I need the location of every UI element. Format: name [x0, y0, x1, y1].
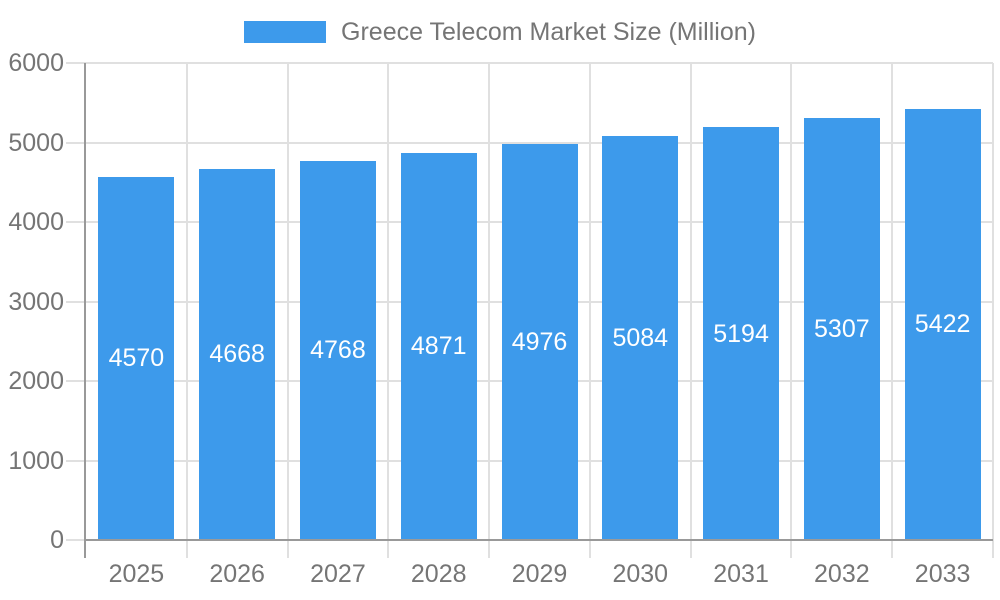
x-axis-label: 2025 [108, 560, 165, 588]
x-tick [689, 540, 692, 558]
x-tick [387, 540, 390, 558]
bar-2029[interactable] [501, 144, 578, 540]
bar-2033[interactable] [904, 108, 981, 540]
y-tick [66, 380, 86, 382]
x-axis-label: 2027 [310, 560, 366, 588]
x-gridline [992, 63, 994, 540]
y-tick [66, 459, 86, 462]
y-axis-label: 5000 [8, 128, 64, 157]
x-gridline [387, 63, 390, 540]
y-axis-label: 6000 [8, 49, 64, 77]
bar-2025[interactable] [98, 176, 175, 540]
y-axis-label: 0 [50, 526, 64, 554]
y-tick [66, 300, 86, 303]
y-axis-label: 2000 [8, 367, 64, 395]
x-gridline [488, 63, 491, 540]
y-axis-label: 3000 [8, 287, 64, 316]
y-tick [66, 539, 86, 541]
y-axis-label: 1000 [8, 446, 64, 475]
x-tick [790, 540, 793, 558]
x-axis-label: 2031 [713, 560, 769, 588]
x-gridline [891, 63, 894, 540]
x-gridline [588, 63, 591, 540]
bar-2028[interactable] [400, 152, 477, 540]
x-tick [488, 540, 491, 558]
chart-legend[interactable]: Greece Telecom Market Size (Million) [0, 17, 1000, 46]
y-axis-line [84, 63, 86, 558]
x-tick [588, 540, 591, 558]
x-gridline [790, 63, 793, 540]
x-tick [185, 540, 188, 558]
x-tick [891, 540, 894, 558]
legend-swatch-icon [244, 21, 327, 43]
x-axis-label: 2028 [410, 560, 467, 588]
x-tick [992, 540, 994, 558]
bar-2026[interactable] [199, 168, 276, 540]
y-tick [66, 221, 86, 223]
y-axis-label: 4000 [8, 208, 64, 236]
x-gridline [286, 63, 289, 540]
y-tick [66, 62, 86, 64]
plot-area: 4570 4668 4768 4871 4976 5084 5194 5307 5422 [86, 62, 994, 540]
bar-2027[interactable] [299, 160, 376, 540]
y-tick [66, 141, 86, 144]
x-axis-label: 2033 [914, 560, 971, 588]
bar-2032[interactable] [803, 118, 880, 540]
legend-label: Greece Telecom Market Size (Million) [341, 17, 756, 46]
x-gridline [185, 63, 188, 540]
x-axis-label: 2030 [612, 560, 669, 588]
x-axis-label: 2032 [814, 560, 870, 588]
bar-2030[interactable] [602, 135, 679, 540]
bar-2031[interactable] [703, 127, 780, 540]
y-gridline [86, 141, 993, 144]
x-tick [286, 540, 289, 558]
x-gridline [689, 63, 692, 540]
x-axis-label: 2029 [511, 560, 568, 588]
x-axis-line [84, 539, 993, 541]
y-gridline [86, 62, 993, 64]
x-axis-label: 2026 [209, 560, 265, 588]
